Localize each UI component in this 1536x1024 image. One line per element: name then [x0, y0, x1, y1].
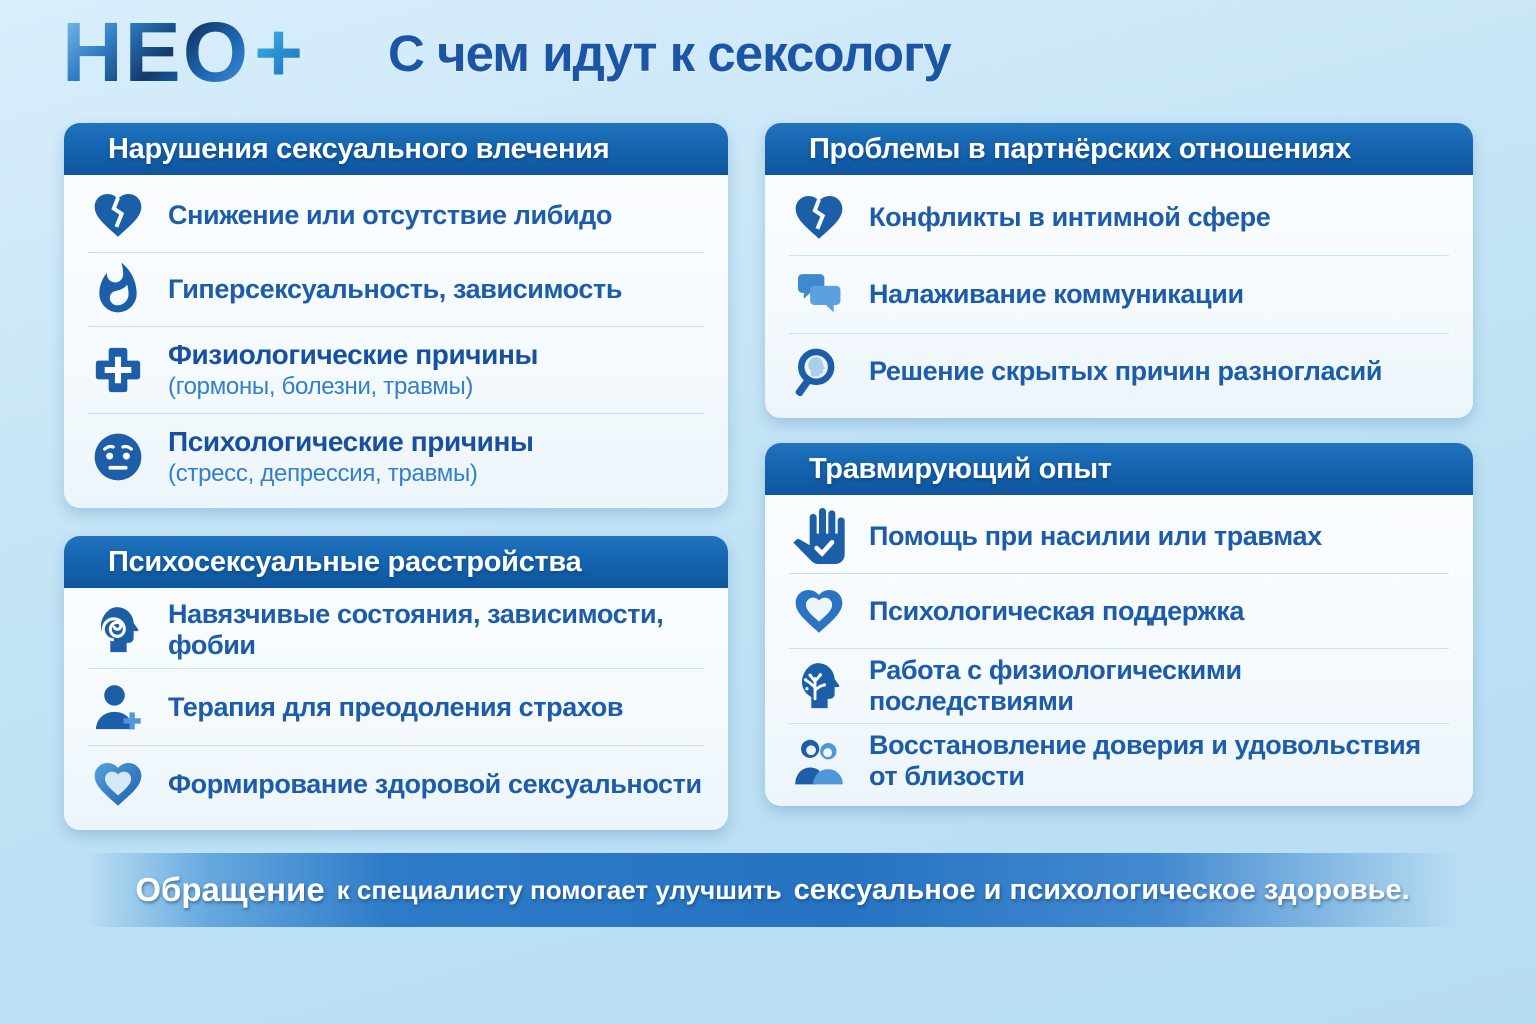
- list-item: Помощь при насилии или травмах: [789, 499, 1449, 574]
- card-header-label: Проблемы в партнёрских отношениях: [809, 132, 1351, 165]
- list-item: Терапия для преодоления страхов: [88, 669, 704, 746]
- logo-text: НЕО: [62, 5, 251, 99]
- card-header: Психосексуальные расстройства: [64, 536, 728, 588]
- list-item: Навязчивые состояния, зависимости, фобии: [88, 592, 704, 669]
- card-header: Проблемы в партнёрских отношениях: [765, 123, 1473, 175]
- card-partner-relationship-problems: Проблемы в партнёрских отношениях Конфли…: [765, 123, 1473, 418]
- list-item-label: Конфликты в интимной сфере: [869, 201, 1271, 232]
- card-body: Снижение или отсутствие либидо Гиперсекс…: [64, 175, 728, 508]
- list-item-label: Помощь при насилии или травмах: [869, 520, 1322, 551]
- banner-emphasis-text: сексуальное и психологическое здоровье.: [793, 873, 1410, 906]
- card-sexual-desire-disorders: Нарушения сексуального влечения Снижение…: [64, 123, 728, 508]
- broken-heart-icon: [90, 187, 146, 243]
- list-item: Восстановление доверия и удовольствия от…: [789, 724, 1449, 798]
- list-item: Психологическая поддержка: [789, 574, 1449, 649]
- card-header-label: Нарушения сексуального влечения: [108, 132, 610, 165]
- card-traumatic-experience: Травмирующий опыт Помощь при насилии или…: [765, 443, 1473, 806]
- card-header-label: Психосексуальные расстройства: [108, 545, 582, 578]
- page-title: С чем идут к сексологу: [388, 25, 952, 82]
- list-item-label: Формирование здоровой сексуальности: [168, 768, 702, 799]
- list-item: Работа с физиологическими последствиями: [789, 649, 1449, 724]
- card-body: Конфликты в интимной сфере Налаживание к…: [765, 175, 1473, 418]
- list-item: Физиологические причины (гормоны, болезн…: [88, 327, 704, 414]
- list-item-label: Решение скрытых причин разногласий: [869, 356, 1383, 387]
- list-item: Формирование здоровой сексуальности: [88, 746, 704, 822]
- list-item-label: Навязчивые состояния, зависимости, фобии: [168, 599, 664, 660]
- card-header-label: Травмирующий опыт: [809, 452, 1112, 485]
- list-item-subtitle: (стресс, депрессия, травмы): [168, 459, 478, 487]
- list-item-label: Психологическая поддержка: [869, 595, 1245, 626]
- list-item: Гиперсексуальность, зависимость: [88, 253, 704, 327]
- logo-plus-glyph: +: [254, 5, 306, 99]
- list-item-label: Снижение или отсутствие либидо: [168, 199, 613, 230]
- chat-bubbles-icon: [791, 266, 847, 322]
- medical-cross-icon: [90, 342, 146, 398]
- head-tree-icon: [791, 658, 847, 714]
- list-item-subtitle: (гормоны, болезни, травмы): [168, 372, 474, 400]
- card-psychosexual-disorders: Психосексуальные расстройства Навязчивые…: [64, 536, 728, 830]
- heart-inner-icon: [791, 583, 847, 639]
- bottom-banner: Обращение к специалисту помогает улучшит…: [85, 853, 1460, 927]
- banner-middle-text: к специалисту помогает улучшить: [336, 874, 782, 905]
- list-item-title: Физиологические причины: [168, 338, 538, 370]
- logo-neo-plus: НЕО+: [62, 10, 305, 94]
- card-body: Навязчивые состояния, зависимости, фобии…: [64, 588, 728, 830]
- broken-heart-icon: [791, 189, 847, 245]
- heart-icon: [90, 756, 146, 812]
- card-header: Травмирующий опыт: [765, 443, 1473, 495]
- person-plus-icon: [90, 679, 146, 735]
- list-item: Психологические причины (стресс, депресс…: [88, 414, 704, 500]
- magnifier-head-icon: [791, 344, 847, 400]
- head-spiral-icon: [90, 602, 146, 658]
- worried-face-icon: [90, 429, 146, 485]
- list-item-label: Терапия для преодоления страхов: [168, 691, 624, 722]
- flame-icon: [90, 261, 146, 317]
- list-item-title: Психологические причины: [168, 425, 534, 457]
- list-item-label: Гиперсексуальность, зависимость: [168, 273, 623, 304]
- list-item: Снижение или отсутствие либидо: [88, 179, 704, 253]
- list-item-label: Восстановление доверия и удовольствия от…: [869, 730, 1421, 791]
- card-body: Помощь при насилии или травмах Психологи…: [765, 495, 1473, 806]
- list-item: Решение скрытых причин разногласий: [789, 334, 1449, 410]
- list-item: Конфликты в интимной сфере: [789, 179, 1449, 257]
- hand-check-icon: [791, 508, 847, 564]
- list-item-label: Налаживание коммуникации: [869, 278, 1244, 309]
- list-item-label: Работа с физиологическими последствиями: [869, 655, 1242, 716]
- card-header: Нарушения сексуального влечения: [64, 123, 728, 175]
- list-item: Налаживание коммуникации: [789, 256, 1449, 334]
- couple-icon: [791, 733, 847, 789]
- banner-lead-text: Обращение: [135, 871, 325, 908]
